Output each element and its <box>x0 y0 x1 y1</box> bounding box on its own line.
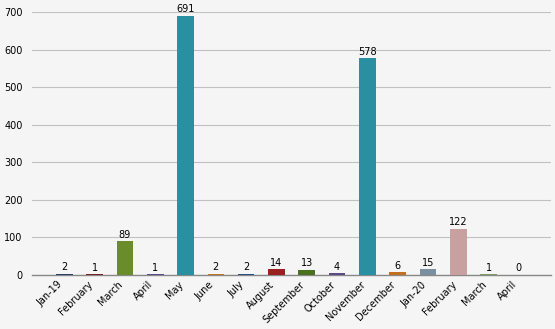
Text: 89: 89 <box>119 230 131 240</box>
Text: 2: 2 <box>61 263 67 272</box>
Text: 2: 2 <box>213 263 219 272</box>
Bar <box>359 58 376 275</box>
Bar <box>208 274 224 275</box>
Text: 1: 1 <box>152 263 158 273</box>
Text: 1: 1 <box>92 263 98 273</box>
Text: 6: 6 <box>395 261 401 271</box>
Bar <box>177 16 194 275</box>
Text: 1: 1 <box>486 263 492 273</box>
Bar <box>299 270 315 275</box>
Text: 578: 578 <box>358 47 377 57</box>
Bar <box>450 229 467 275</box>
Bar <box>420 269 436 275</box>
Bar <box>480 274 497 275</box>
Bar <box>56 274 73 275</box>
Text: 2: 2 <box>243 263 249 272</box>
Bar <box>117 241 133 275</box>
Bar <box>268 269 285 275</box>
Text: 15: 15 <box>422 258 434 267</box>
Text: 691: 691 <box>176 4 195 14</box>
Bar <box>86 274 103 275</box>
Bar <box>329 273 345 275</box>
Bar <box>390 272 406 275</box>
Text: 14: 14 <box>270 258 282 268</box>
Text: 13: 13 <box>301 258 313 268</box>
Text: 4: 4 <box>334 262 340 272</box>
Text: 0: 0 <box>516 263 522 273</box>
Bar <box>147 274 164 275</box>
Text: 122: 122 <box>449 217 468 227</box>
Bar <box>238 274 255 275</box>
